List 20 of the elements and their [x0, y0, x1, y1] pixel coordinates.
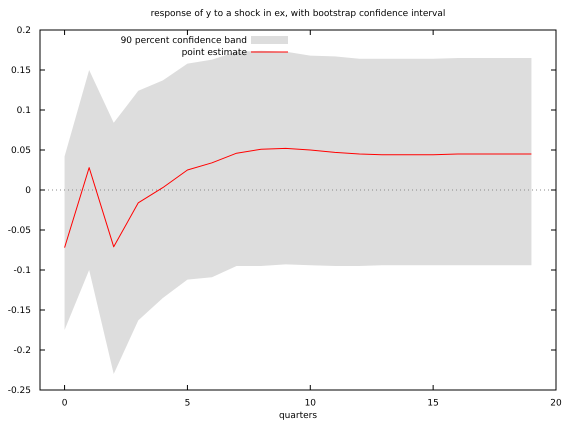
- x-tick-label: 0: [62, 398, 68, 408]
- y-tick-label: -0.15: [8, 306, 31, 316]
- y-tick-label: 0.1: [16, 106, 31, 116]
- x-tick-label: 15: [427, 398, 439, 408]
- x-tick-label: 20: [550, 398, 562, 408]
- x-tick-label: 10: [304, 398, 316, 408]
- x-tick-label: 5: [184, 398, 190, 408]
- line-series: [64, 148, 532, 248]
- y-tick-label: -0.2: [13, 346, 31, 356]
- y-tick-label: -0.05: [8, 226, 31, 236]
- legend-label: point estimate: [182, 48, 248, 58]
- y-tick-label: 0.15: [10, 66, 31, 76]
- y-tick-label: 0.05: [10, 146, 31, 156]
- x-axis-title: quarters: [278, 411, 318, 421]
- y-tick-label: 0.2: [16, 26, 31, 36]
- y-tick-label: -0.25: [8, 386, 31, 396]
- y-tick-label: 0: [25, 186, 32, 196]
- y-tick-label: -0.1: [13, 266, 31, 276]
- annotation: 90 percent confidence band: [120, 36, 247, 46]
- chart-title: response of y to a shock in ex, with bootstrap confidence interval: [150, 9, 446, 19]
